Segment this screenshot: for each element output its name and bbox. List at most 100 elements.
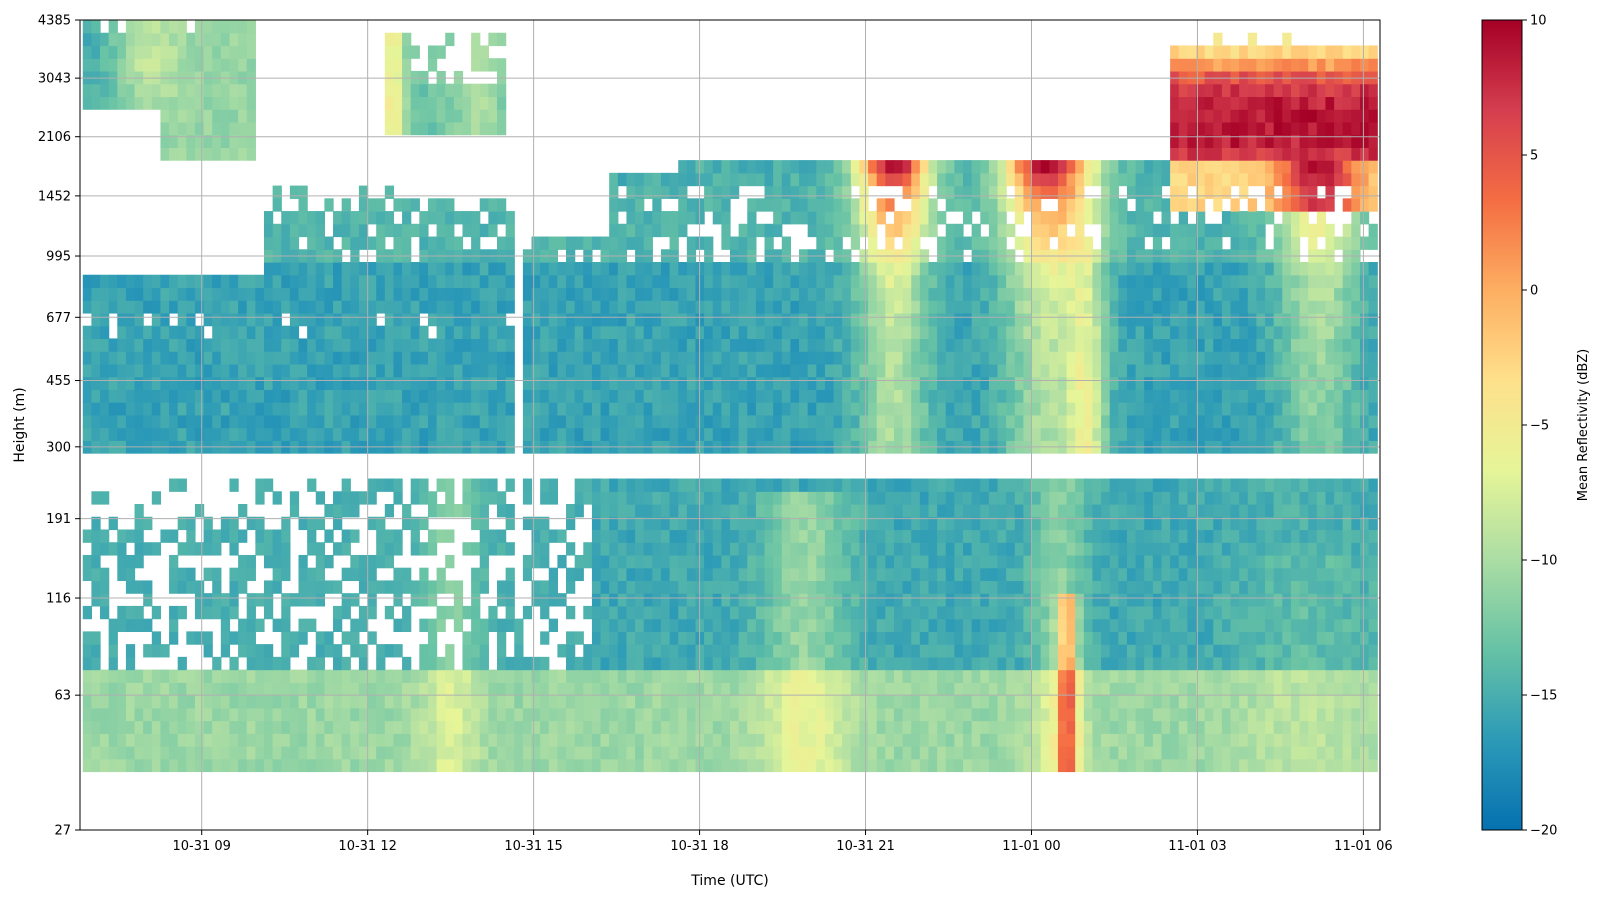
- heatmap-cell: [928, 262, 938, 276]
- heatmap-cell: [1006, 262, 1016, 276]
- heatmap-cell: [1075, 211, 1085, 225]
- heatmap-cell: [341, 427, 351, 441]
- heatmap-cell: [497, 695, 507, 709]
- heatmap-cell: [738, 300, 748, 314]
- heatmap-cell: [203, 274, 213, 289]
- heatmap-cell: [678, 631, 688, 645]
- heatmap-cell: [704, 758, 714, 773]
- heatmap-cell: [307, 325, 317, 340]
- heatmap-cell: [1126, 580, 1137, 594]
- heatmap-cell: [324, 351, 334, 365]
- heatmap-cell: [151, 402, 162, 416]
- heatmap-cell: [1066, 504, 1076, 518]
- heatmap-cell: [497, 542, 507, 556]
- heatmap-cell: [186, 542, 196, 556]
- heatmap-cell: [125, 414, 136, 429]
- heatmap-cell: [954, 707, 964, 722]
- heatmap-cell: [738, 529, 748, 543]
- heatmap-cell: [911, 618, 921, 632]
- heatmap-cell: [307, 478, 317, 492]
- heatmap-cell: [384, 427, 395, 441]
- heatmap-cell: [341, 746, 351, 760]
- heatmap-cell: [272, 363, 282, 378]
- heatmap-cell: [850, 223, 861, 238]
- heatmap-cell: [479, 631, 489, 645]
- heatmap-cell: [505, 300, 515, 314]
- heatmap-cell: [238, 746, 248, 760]
- heatmap-cell: [643, 504, 653, 518]
- heatmap-cell: [1014, 567, 1025, 582]
- heatmap-cell: [143, 746, 153, 760]
- heatmap-cell: [289, 211, 300, 225]
- heatmap-cell: [1083, 198, 1094, 212]
- heatmap-cell: [738, 580, 748, 594]
- heatmap-cell: [566, 733, 576, 747]
- heatmap-cell: [393, 70, 403, 85]
- heatmap-cell: [1023, 593, 1033, 607]
- heatmap-cell: [307, 567, 317, 582]
- heatmap-cell: [859, 160, 869, 174]
- heatmap-cell: [971, 389, 981, 403]
- heatmap-cell: [281, 516, 291, 531]
- heatmap-cell: [488, 758, 498, 773]
- heatmap-cell: [988, 300, 999, 314]
- heatmap-cell: [263, 376, 274, 390]
- heatmap-cell: [773, 160, 783, 174]
- heatmap-cell: [591, 720, 602, 734]
- heatmap-cell: [885, 389, 895, 403]
- heatmap-cell: [790, 185, 800, 199]
- heatmap-cell: [660, 554, 671, 569]
- heatmap-cell: [824, 746, 835, 760]
- heatmap-cell: [350, 389, 360, 403]
- heatmap-cell: [747, 478, 757, 492]
- heatmap-cell: [514, 669, 524, 683]
- heatmap-cell: [246, 351, 256, 365]
- heatmap-cell: [678, 300, 688, 314]
- heatmap-cell: [919, 325, 930, 340]
- heatmap-cell: [263, 414, 274, 429]
- heatmap-cell: [738, 733, 748, 747]
- heatmap-cell: [850, 300, 861, 314]
- heatmap-cell: [902, 758, 912, 773]
- heatmap-cell: [730, 491, 740, 505]
- heatmap-cell: [497, 351, 507, 365]
- heatmap-cell: [1057, 580, 1068, 594]
- heatmap-cell: [893, 567, 904, 582]
- heatmap-cell: [1109, 707, 1119, 722]
- heatmap-cell: [963, 160, 973, 174]
- heatmap-cell: [885, 312, 895, 327]
- heatmap-cell: [427, 733, 438, 747]
- heatmap-cell: [721, 376, 731, 390]
- heatmap-cell: [384, 414, 395, 429]
- heatmap-cell: [600, 695, 610, 709]
- heatmap-cell: [755, 504, 766, 518]
- heatmap-cell: [169, 32, 179, 47]
- heatmap-cell: [427, 542, 438, 556]
- heatmap-cell: [963, 733, 973, 747]
- heatmap-cell: [1066, 605, 1076, 620]
- heatmap-cell: [186, 427, 196, 441]
- heatmap-cell: [583, 414, 593, 429]
- heatmap-cell: [583, 312, 593, 327]
- heatmap-cell: [712, 605, 722, 620]
- heatmap-cell: [393, 567, 403, 582]
- heatmap-cell: [600, 567, 610, 582]
- heatmap-cell: [652, 287, 662, 301]
- heatmap-cell: [660, 402, 671, 416]
- heatmap-cell: [393, 414, 403, 429]
- heatmap-cell: [1118, 402, 1128, 416]
- heatmap-cell: [1066, 567, 1076, 582]
- heatmap-cell: [997, 733, 1007, 747]
- heatmap-cell: [1032, 211, 1042, 225]
- heatmap-cell: [643, 516, 653, 531]
- heatmap-cell: [686, 312, 697, 327]
- heatmap-cell: [186, 32, 196, 47]
- heatmap-cell: [678, 312, 688, 327]
- heatmap-cell: [1092, 338, 1102, 352]
- heatmap-cell: [462, 746, 472, 760]
- heatmap-cell: [1057, 211, 1068, 225]
- heatmap-cell: [358, 402, 369, 416]
- heatmap-cell: [220, 758, 231, 773]
- heatmap-cell: [971, 516, 981, 531]
- heatmap-cell: [893, 707, 904, 722]
